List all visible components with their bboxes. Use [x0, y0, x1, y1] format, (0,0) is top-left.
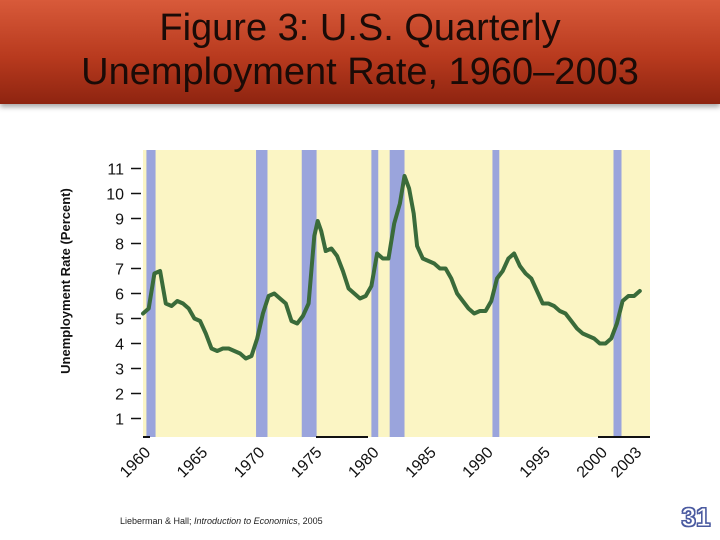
y-axis: 1 2 3 4 5 6 7 8 9 10 11: [106, 162, 650, 438]
y-tick-label: 7: [115, 262, 124, 279]
y-tick-label: 6: [115, 287, 124, 304]
x-tick-label: 2003: [608, 444, 645, 481]
y-tick-label: 11: [107, 162, 124, 179]
y-tick-label: 8: [115, 237, 124, 254]
x-tick-label: 1990: [460, 444, 497, 481]
y-tick-label: 1: [115, 412, 124, 429]
y-tick-label: 10: [106, 187, 124, 204]
x-tick-label: 1970: [231, 444, 268, 481]
y-axis-label: Unemployment Rate (Percent): [58, 188, 73, 374]
recession-band: [256, 150, 268, 437]
x-tick-label: 1965: [174, 444, 211, 481]
x-tick-label: 1980: [345, 444, 382, 481]
slide-title-line-1: Figure 3: U.S. Quarterly: [159, 7, 561, 49]
y-tick-label: 3: [115, 362, 124, 379]
x-tick-label: 1995: [517, 444, 554, 481]
y-tick-label: 5: [115, 312, 124, 329]
slide-title-line-2: Unemployment Rate, 1960–2003: [81, 51, 639, 93]
title-banner: Figure 3: U.S. Quarterly Unemployment Ra…: [0, 0, 720, 104]
recession-band: [613, 150, 622, 437]
x-tick-label: 1985: [402, 444, 439, 481]
footer-book-title: Introduction to Economics: [194, 516, 298, 526]
x-tick-label: 1975: [288, 444, 325, 481]
recession-band: [371, 150, 379, 437]
y-tick-label: 2: [115, 387, 124, 404]
footer-author: Lieberman & Hall;: [120, 516, 195, 526]
x-tick-label: 2000: [574, 444, 611, 481]
x-tick-label: 1960: [117, 444, 154, 481]
unemployment-series-line: [141, 174, 642, 361]
series-layer: [141, 174, 642, 361]
footer-year: , 2005: [297, 516, 323, 526]
y-tick-label: 9: [115, 212, 124, 229]
slide-title: Figure 3: U.S. Quarterly Unemployment Ra…: [0, 6, 720, 94]
recession-band: [492, 150, 500, 437]
slide-number: 31: [681, 502, 711, 533]
y-tick-label: 4: [115, 337, 124, 354]
footer-credit: Lieberman & Hall; Introduction to Econom…: [120, 516, 323, 526]
